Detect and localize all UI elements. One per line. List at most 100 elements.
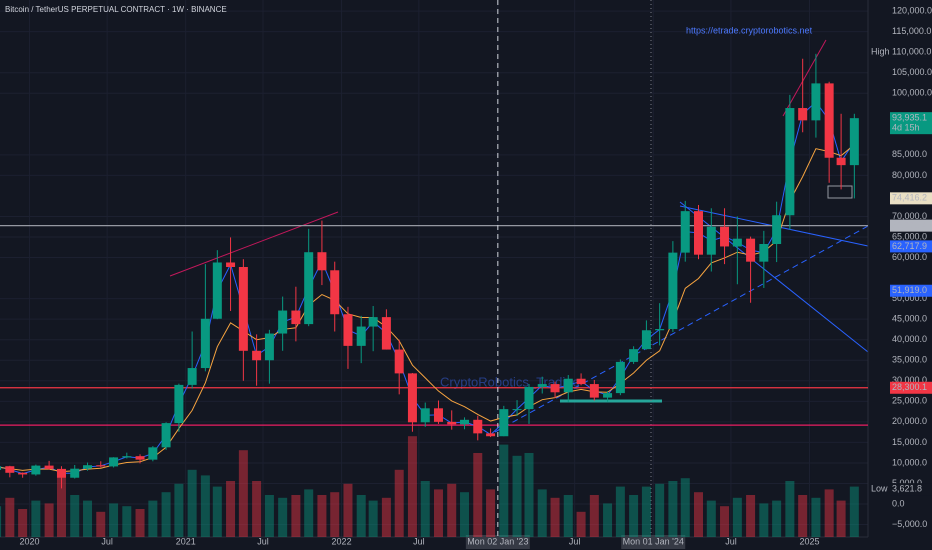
volume-bar [83, 500, 93, 537]
price-label-box [890, 381, 932, 394]
price-label-box [890, 192, 932, 205]
x-tick-label: 2025 [799, 536, 819, 546]
volume-bar [407, 436, 417, 537]
grid [0, 0, 868, 537]
volume-bar [811, 497, 821, 537]
candle-body [394, 349, 404, 374]
volume-bar [356, 495, 366, 537]
volume-bar [70, 495, 80, 537]
volume-bar [122, 506, 132, 537]
x-tick-label: Jul [569, 536, 581, 546]
y-tick-label: 105,000.0 [892, 67, 932, 77]
candle-body [836, 157, 846, 166]
volume-bar [368, 500, 378, 537]
volume-bar [849, 486, 859, 537]
price-label-box [890, 112, 932, 135]
candle-body [317, 252, 327, 271]
candle-body [576, 378, 586, 385]
volume-bar [317, 495, 327, 537]
candle-body [200, 318, 210, 369]
price-label-name: High [871, 47, 890, 57]
volume-bar [381, 497, 391, 537]
volume-bar [148, 500, 158, 537]
candle-body [368, 317, 378, 327]
volume-bar [161, 492, 171, 537]
volume-bar [732, 497, 742, 537]
candle-body [96, 465, 106, 467]
y-tick-label: −5,000.0 [892, 519, 927, 529]
candle-body [0, 466, 2, 470]
volume-bar [238, 450, 248, 537]
x-tick-label: Jul [257, 536, 269, 546]
candle-body [785, 108, 795, 216]
volume-bar [264, 495, 274, 537]
candle-body [70, 468, 80, 478]
volume-bar [18, 509, 28, 537]
x-tick-label: Mon 02 Jan '23 [467, 536, 528, 546]
candle-body [161, 423, 171, 448]
price-label: 51,919.0 [892, 285, 927, 295]
y-tick-label: 120,000.0 [892, 5, 932, 15]
volume-bar [693, 492, 703, 537]
candle-body [109, 457, 119, 467]
candle-body [5, 466, 15, 473]
y-tick-label: 15,000.0 [892, 437, 927, 447]
y-tick-label: 25,000.0 [892, 396, 927, 406]
y-tick-label: 20,000.0 [892, 416, 927, 426]
volume-bar [537, 489, 547, 537]
candle-body [330, 270, 340, 315]
candle-body [668, 252, 678, 330]
x-tick-label: 2021 [176, 536, 196, 546]
candle-body [473, 419, 483, 434]
volume-bar [447, 483, 457, 537]
price-label: 28,300.1 [892, 382, 927, 392]
x-tick-label: Jul [101, 536, 113, 546]
candle-body [811, 83, 821, 121]
volume-bar [252, 481, 262, 537]
box [827, 185, 853, 199]
candle-body [278, 310, 288, 334]
volume-bar [589, 495, 599, 537]
volume-bar [603, 503, 613, 537]
y-tick-label: 35,000.0 [892, 355, 927, 365]
candle-body [31, 465, 41, 475]
x-tick-label: Mon 01 Jan '24 [623, 536, 684, 546]
candle-body [772, 215, 782, 244]
candle-body [693, 211, 703, 255]
candle-body [655, 329, 665, 331]
candle-body [238, 267, 248, 351]
price-label-name: Low [871, 484, 888, 494]
candle-body [732, 238, 742, 247]
y-tick-label: 0.0 [892, 498, 905, 508]
volume-bar [486, 489, 496, 537]
price-label-countdown: 4d 15h [892, 123, 920, 133]
candle-body [589, 384, 599, 398]
candle-body [680, 211, 690, 253]
chart-title: Bitcoin / TetherUS PERPETUAL CONTRACT · … [5, 5, 227, 14]
candle-body [381, 317, 391, 350]
candle-body [135, 456, 145, 460]
candle-body [512, 409, 522, 411]
volume-bar [200, 475, 210, 537]
volume-bar [394, 469, 404, 537]
candle-body [563, 378, 573, 393]
candle-body [486, 433, 496, 437]
candle-body [524, 386, 534, 410]
volume-bar [343, 483, 353, 537]
volume-bar [629, 495, 639, 537]
y-tick-label: 45,000.0 [892, 314, 927, 324]
candle-body [44, 465, 54, 469]
y-tick-label: 70,000.0 [892, 211, 927, 221]
candle-body [122, 456, 132, 458]
volume-bar [212, 486, 222, 537]
candle-body [447, 421, 457, 425]
volume-bar [278, 497, 288, 537]
y-tick-label: 80,000.0 [892, 170, 927, 180]
candle-body [550, 384, 560, 393]
candle-body [148, 447, 158, 460]
candle-body [174, 384, 184, 424]
price-label: 67,771.4 [892, 220, 927, 230]
volume-bar [524, 453, 534, 537]
y-tick-label: 115,000.0 [892, 26, 931, 36]
volume-bar [420, 481, 430, 537]
